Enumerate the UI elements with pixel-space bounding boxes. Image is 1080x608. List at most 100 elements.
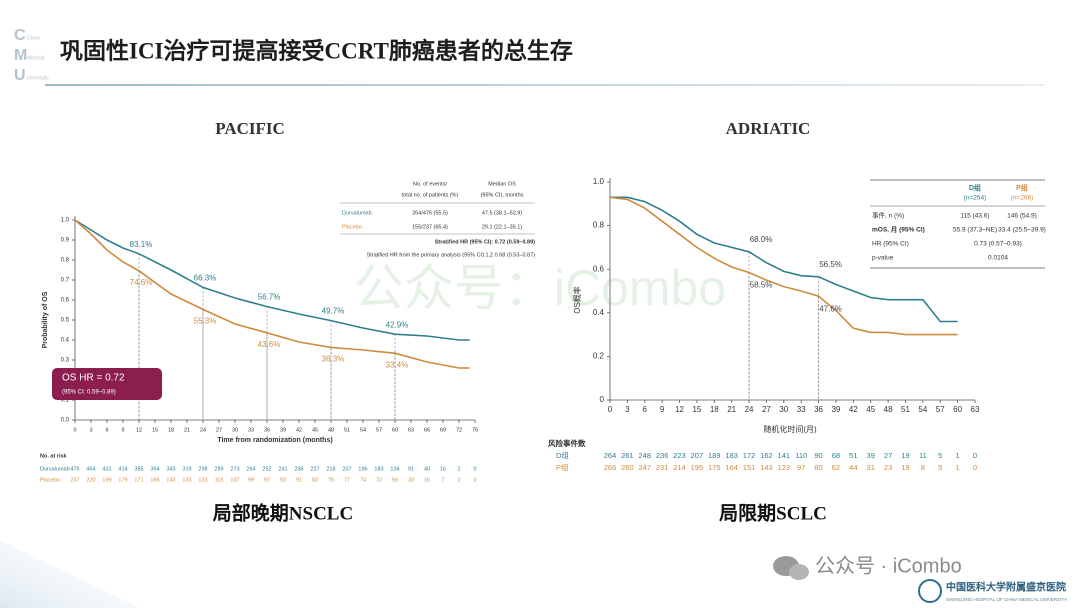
x-tick-label: 63 — [408, 427, 414, 433]
at-risk-count: 90 — [814, 451, 822, 460]
x-tick-label: 15 — [692, 405, 701, 414]
table-header: D组 — [969, 183, 981, 192]
corner-decoration — [0, 540, 140, 608]
at-risk-count: 133 — [182, 477, 191, 483]
x-tick-label: 36 — [814, 405, 823, 414]
at-risk-count: 385 — [134, 466, 143, 472]
at-risk-count: 143 — [760, 463, 773, 472]
hospital-name-en: SHENGJING HOSPITAL OF CHINA MEDICAL UNIV… — [946, 597, 1067, 602]
y-tick-label: 0.4 — [61, 338, 70, 344]
at-risk-count: 33 — [408, 477, 414, 483]
at-risk-count: 252 — [262, 466, 271, 472]
x-tick-label: 6 — [643, 405, 648, 414]
x-tick-label: 45 — [866, 405, 875, 414]
landmark-label: 83.1% — [130, 240, 153, 249]
hr-text: OS HR = 0.72 — [62, 373, 125, 384]
x-tick-label: 33 — [248, 427, 254, 433]
at-risk-count: 23 — [884, 463, 892, 472]
at-risk-count: 5 — [938, 451, 942, 460]
y-tick-label: 0.8 — [61, 258, 70, 264]
table-cell: 33.4 (25.5–39.9) — [998, 227, 1046, 234]
header-rule — [45, 84, 1045, 86]
at-risk-count: 248 — [639, 451, 652, 460]
logo-word: China — [27, 35, 40, 41]
table-header-n: (n=264) — [964, 195, 987, 202]
logo-word: University — [27, 75, 49, 81]
logo-letter: M — [14, 47, 27, 64]
at-risk-count: 141 — [778, 451, 791, 460]
at-risk-count: 97 — [797, 463, 805, 472]
y-tick-label: 0.5 — [61, 318, 70, 324]
table-header: (95% CI), months — [481, 192, 524, 198]
at-risk-count: 44 — [849, 463, 857, 472]
at-risk-count: 343 — [166, 466, 175, 472]
at-risk-count: 231 — [656, 463, 669, 472]
at-risk-group: Placebo — [40, 477, 60, 483]
at-risk-count: 2 — [457, 466, 460, 472]
landmark-label: 56.5% — [819, 260, 842, 269]
logo-letter: C — [14, 27, 26, 44]
hr-box — [52, 368, 162, 400]
at-risk-count: 223 — [673, 451, 686, 460]
logo: C M U China Medical University — [14, 27, 49, 84]
at-risk-count: 273 — [230, 466, 239, 472]
at-risk-count: 16 — [440, 466, 446, 472]
table-row-label: mOS, 月 (95% CI) — [872, 226, 925, 234]
account-icon — [773, 556, 809, 580]
survival-curve — [74, 219, 470, 341]
chart-caption: 局部晚期NSCLC — [213, 501, 353, 524]
table-cell: 146 (54.9) — [1007, 213, 1037, 220]
at-risk-count: 40 — [424, 466, 430, 472]
y-tick-label: 0.9 — [61, 238, 70, 244]
y-tick-label: 0 — [600, 395, 605, 404]
x-tick-label: 69 — [440, 427, 446, 433]
account-name: 公众号 · iCombo — [815, 554, 962, 577]
x-tick-label: 48 — [884, 405, 893, 414]
x-tick-label: 9 — [660, 405, 665, 414]
at-risk-count: 56 — [392, 477, 398, 483]
x-tick-label: 30 — [779, 405, 788, 414]
x-tick-label: 24 — [200, 427, 206, 433]
at-risk-count: 1 — [956, 451, 960, 460]
at-risk-count: 76 — [328, 477, 334, 483]
at-risk-count: 199 — [102, 477, 111, 483]
x-tick-label: 27 — [216, 427, 222, 433]
at-risk-count: 414 — [118, 466, 127, 472]
x-tick-label: 45 — [312, 427, 318, 433]
at-risk-count: 162 — [760, 451, 773, 460]
at-risk-count: 175 — [708, 463, 721, 472]
x-tick-label: 18 — [710, 405, 719, 414]
y-tick-label: 0.7 — [61, 278, 70, 284]
landmark-label: 36.3% — [322, 355, 345, 364]
landmark-label: 33.4% — [386, 360, 409, 369]
x-tick-label: 42 — [296, 427, 302, 433]
table-cell: 264/476 (55.5) — [412, 210, 448, 216]
y-tick-label: 1.0 — [593, 177, 605, 186]
table-row-label: 事件, n (%) — [872, 211, 904, 220]
table-note: Stratified HR from the primary analysis … — [367, 252, 536, 258]
at-risk-count: 74 — [360, 477, 366, 483]
at-risk-group: P组 — [556, 462, 569, 472]
hr-ci: (95% CI: 0.59–0.89) — [62, 390, 116, 396]
y-tick-label: 0.2 — [593, 352, 605, 361]
at-risk-count: 0 — [973, 463, 977, 472]
at-risk-count: 156 — [150, 477, 159, 483]
at-risk-count: 195 — [691, 463, 704, 472]
at-risk-title: 风险事件数 — [548, 438, 586, 448]
at-risk-count: 68 — [832, 451, 840, 460]
at-risk-count: 236 — [294, 466, 303, 472]
at-risk-count: 476 — [70, 466, 79, 472]
x-tick-label: 18 — [168, 427, 174, 433]
y-axis-label: Probability of OS — [42, 291, 49, 348]
x-tick-label: 30 — [232, 427, 238, 433]
at-risk-count: 31 — [867, 463, 875, 472]
at-risk-count: 218 — [326, 466, 335, 472]
at-risk-count: 0 — [473, 477, 476, 483]
table-header: total no. of patients (%) — [402, 192, 459, 198]
x-tick-label: 15 — [152, 427, 158, 433]
at-risk-count: 183 — [725, 451, 738, 460]
at-risk-count: 227 — [310, 466, 319, 472]
table-header: P组 — [1016, 183, 1028, 192]
x-tick-label: 66 — [424, 427, 430, 433]
at-risk-count: 214 — [673, 463, 686, 472]
